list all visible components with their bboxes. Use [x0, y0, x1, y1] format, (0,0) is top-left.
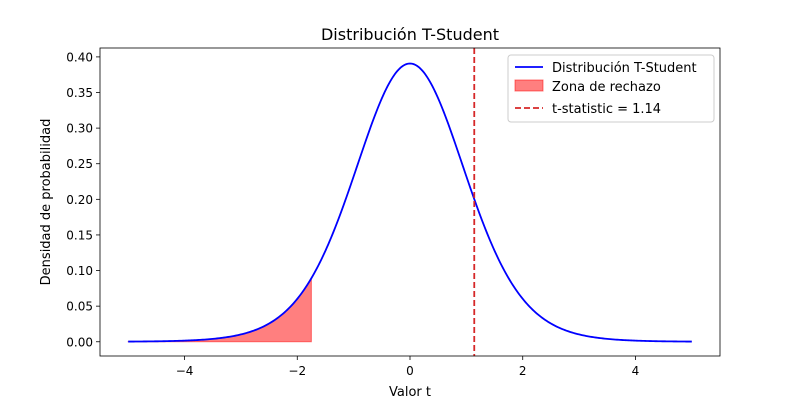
y-tick-label: 0.10	[66, 264, 93, 278]
y-tick-label: 0.20	[66, 193, 93, 207]
x-axis-label: Valor t	[389, 385, 431, 400]
x-tick-label: 0	[406, 364, 414, 378]
x-tick-label: −4	[176, 364, 194, 378]
chart-title: Distribución T-Student	[321, 25, 499, 44]
y-axis-label: Densidad de probabilidad	[39, 119, 54, 286]
y-tick-label: 0.40	[66, 50, 93, 64]
y-tick-label: 0.05	[66, 300, 93, 314]
legend-label-rejection-zone: Zona de rechazo	[552, 80, 661, 95]
y-tick-label: 0.30	[66, 122, 93, 136]
legend-patch-swatch	[514, 79, 544, 92]
x-tick-label: −2	[288, 364, 306, 378]
x-tick-label: 2	[519, 364, 527, 378]
legend-label-distribution: Distribución T-Student	[552, 61, 697, 76]
y-tick-label: 0.25	[66, 157, 93, 171]
legend: Distribución T-Student Zona de rechazo t…	[507, 54, 715, 123]
plot-area	[127, 48, 692, 356]
t-distribution-curve	[128, 62, 692, 343]
y-tick-label: 0.35	[66, 86, 93, 100]
y-tick-label: 0.00	[66, 335, 93, 349]
legend-label-t-statistic: t-statistic = 1.14	[552, 102, 661, 117]
x-tick-label: 4	[632, 364, 640, 378]
legend-box	[507, 54, 715, 123]
x-axis-ticks: −4 −2 0 2 4	[176, 356, 640, 378]
rejection-zone-fill	[127, 276, 312, 343]
y-axis-ticks: 0.00 0.05 0.10 0.15 0.20 0.25 0.30 0.35 0.40	[66, 50, 100, 349]
y-tick-label: 0.15	[66, 228, 93, 242]
